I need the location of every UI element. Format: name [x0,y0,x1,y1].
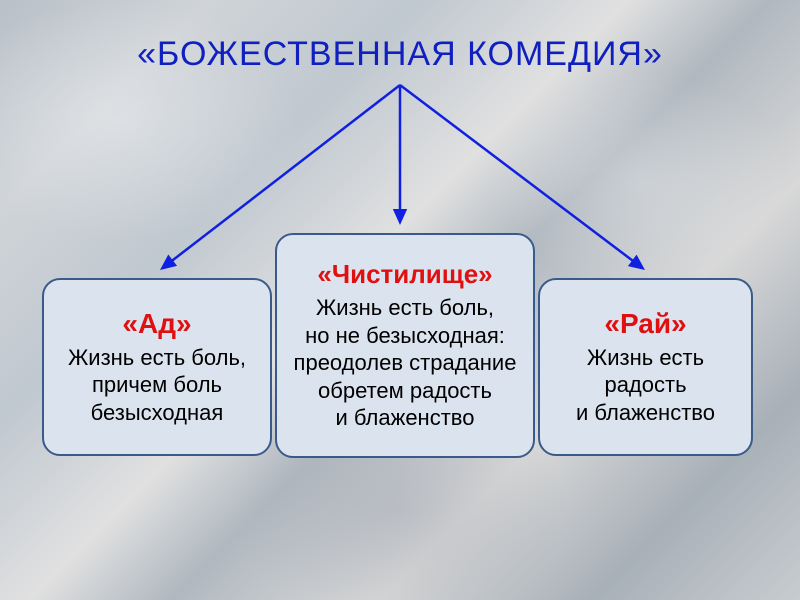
box-purgatory-title: «Чистилище» [283,259,527,290]
box-hell-title: «Ад» [50,308,264,340]
box-purgatory: «Чистилище» Жизнь есть боль,но не безысх… [275,233,535,458]
box-paradise: «Рай» Жизнь естьрадостьи блаженство [538,278,753,456]
box-purgatory-body: Жизнь есть боль,но не безысходная:преодо… [283,294,527,432]
box-paradise-body: Жизнь естьрадостьи блаженство [546,344,745,427]
box-paradise-title: «Рай» [546,308,745,340]
box-hell-body: Жизнь есть боль,причем больбезысходная [50,344,264,427]
box-hell: «Ад» Жизнь есть боль,причем больбезысход… [42,278,272,456]
diagram-title: «БОЖЕСТВЕННАЯ КОМЕДИЯ» [0,35,800,74]
